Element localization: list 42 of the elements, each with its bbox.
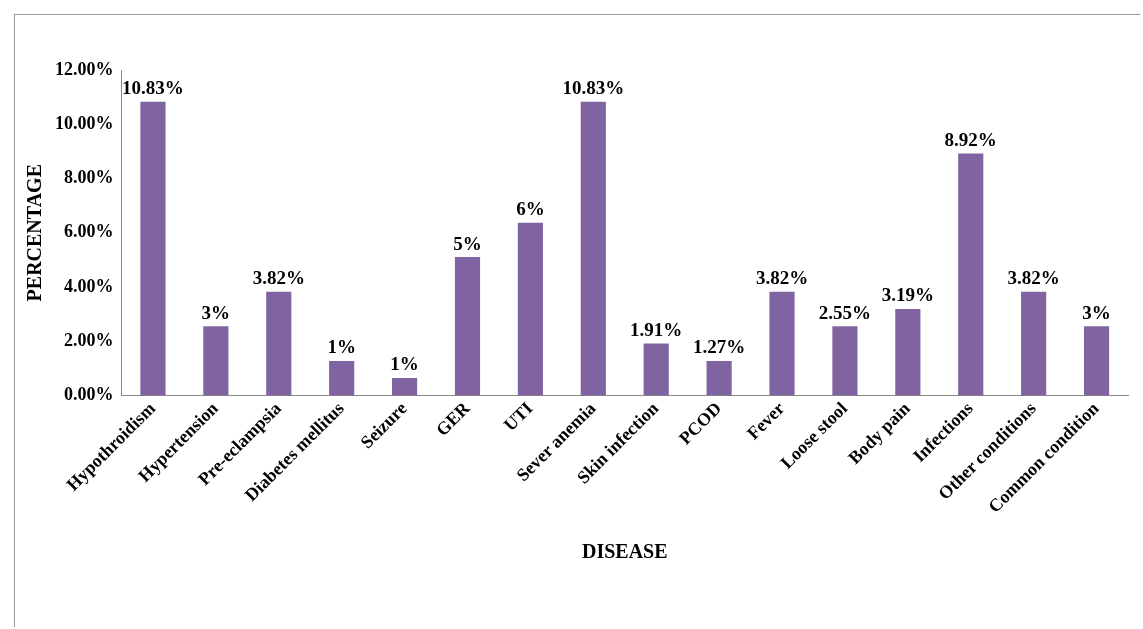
- bar: [1083, 326, 1110, 396]
- bar: [832, 326, 858, 396]
- bar: [329, 360, 355, 396]
- data-label: 3.82%: [252, 267, 305, 289]
- y-tick-label: 4.00%: [64, 275, 114, 296]
- bar: [140, 101, 166, 396]
- data-label: 1%: [327, 336, 356, 358]
- data-label: 10.83%: [562, 77, 625, 99]
- bar: [266, 291, 292, 396]
- bar: [1021, 291, 1047, 396]
- y-axis-title: PERCENTAGE: [23, 164, 46, 302]
- data-label: 8.92%: [944, 128, 997, 150]
- bar: [958, 153, 984, 396]
- y-tick-label: 10.00%: [55, 112, 114, 133]
- y-tick-label: 8.00%: [64, 167, 114, 188]
- data-label: 1%: [390, 353, 419, 375]
- data-label: 5%: [453, 232, 482, 254]
- y-tick-label: 12.00%: [55, 58, 114, 79]
- x-axis-title: DISEASE: [581, 540, 668, 563]
- data-label: 1.91%: [630, 319, 683, 341]
- data-label: 3.82%: [755, 267, 809, 289]
- data-label: 3.82%: [1007, 267, 1060, 289]
- y-tick-label: 2.00%: [64, 329, 114, 350]
- data-label: 3%: [1082, 301, 1111, 323]
- bar: [895, 308, 921, 396]
- data-label: 1.27%: [692, 336, 746, 358]
- x-tick-label: UTI: [499, 398, 537, 435]
- data-label: 3.19%: [881, 284, 934, 306]
- bar: [580, 101, 606, 396]
- data-label: 3%: [201, 301, 231, 323]
- bar: [203, 326, 229, 396]
- data-label: 6%: [516, 198, 545, 220]
- bar: [517, 222, 543, 396]
- data-label: 10.83%: [122, 77, 184, 99]
- bar: [643, 343, 669, 396]
- bar: [706, 360, 732, 396]
- data-label: 2.55%: [818, 301, 872, 323]
- bar: [392, 378, 418, 396]
- bar: [769, 291, 795, 396]
- bar: [454, 257, 481, 396]
- y-tick-label: 6.00%: [64, 221, 114, 242]
- y-tick-label: 0.00%: [64, 384, 114, 405]
